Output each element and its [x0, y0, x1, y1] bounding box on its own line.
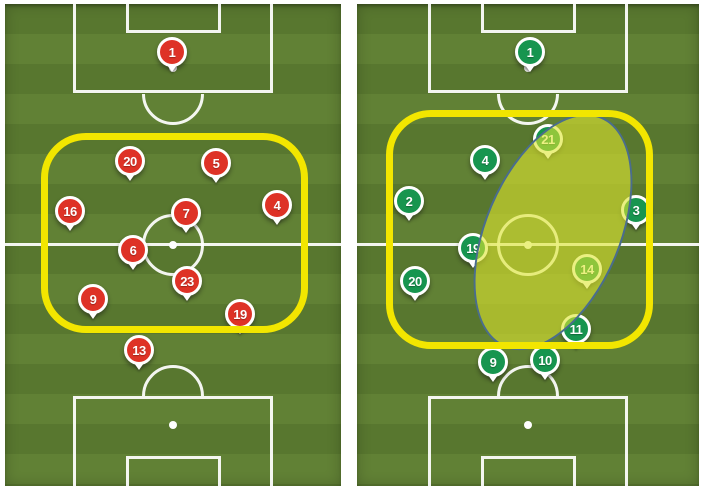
goal-area-top — [481, 4, 576, 33]
goal-area-bottom — [126, 456, 221, 486]
player-marker-left-5[interactable]: 5 — [201, 148, 231, 178]
penalty-spot-bottom — [169, 421, 177, 429]
goal-area-top — [126, 4, 221, 33]
player-marker-right-4[interactable]: 4 — [470, 145, 500, 175]
goal-area-bottom — [481, 456, 576, 486]
player-marker-right-20[interactable]: 20 — [400, 266, 430, 296]
penalty-arc-bottom — [142, 362, 204, 396]
penalty-arc-top — [142, 94, 204, 128]
highlight-rect-right — [386, 110, 653, 349]
pitch-left — [5, 4, 341, 486]
penalty-spot-bottom — [524, 421, 532, 429]
penalty-arc-top — [497, 94, 559, 128]
player-marker-right-1[interactable]: 1 — [515, 37, 545, 67]
penalty-area-bottom — [428, 396, 628, 486]
player-marker-left-16[interactable]: 16 — [55, 196, 85, 226]
player-marker-left-13[interactable]: 13 — [124, 335, 154, 365]
penalty-area-bottom — [73, 396, 273, 486]
penalty-area-top — [73, 4, 273, 93]
player-marker-right-9[interactable]: 9 — [478, 347, 508, 377]
player-marker-left-23[interactable]: 23 — [172, 266, 202, 296]
player-marker-left-4[interactable]: 4 — [262, 190, 292, 220]
highlight-rect-left — [41, 133, 308, 333]
center-spot — [169, 241, 177, 249]
player-marker-left-20[interactable]: 20 — [115, 146, 145, 176]
player-marker-left-1[interactable]: 1 — [157, 37, 187, 67]
penalty-area-top — [428, 4, 628, 93]
player-marker-left-7[interactable]: 7 — [171, 198, 201, 228]
penalty-arc-bottom — [497, 362, 559, 396]
player-marker-left-6[interactable]: 6 — [118, 235, 148, 265]
player-marker-right-10[interactable]: 10 — [530, 345, 560, 375]
player-marker-right-2[interactable]: 2 — [394, 186, 424, 216]
